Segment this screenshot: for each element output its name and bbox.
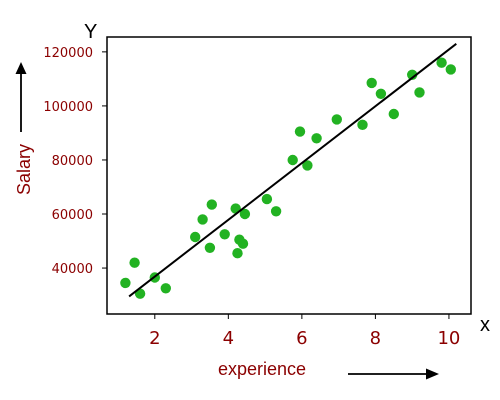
data-point: [294, 126, 306, 137]
x-tick-label: 10: [437, 328, 460, 349]
data-point: [197, 214, 208, 225]
y-tick-label: 60000: [52, 208, 93, 223]
data-point: [204, 242, 216, 253]
x-axis-arrow: [348, 368, 439, 380]
data-point: [445, 64, 456, 75]
data-point: [190, 231, 201, 243]
y-axis-arrow: [15, 62, 27, 132]
regression-line: [128, 43, 457, 298]
data-point: [287, 154, 298, 166]
data-point: [160, 283, 171, 294]
data-point: [232, 248, 243, 259]
y-tick-label: 40000: [52, 262, 93, 277]
data-point: [357, 119, 368, 130]
data-point: [237, 238, 249, 249]
data-point: [366, 77, 377, 89]
plot-frame: [106, 36, 472, 315]
data-point: [375, 88, 387, 100]
data-point: [270, 206, 282, 217]
y-tick-label: 80000: [52, 154, 93, 169]
data-point: [129, 257, 140, 268]
y-axis-title: Salary: [14, 144, 34, 195]
data-point: [120, 277, 131, 289]
x-tick-labels: 2 4 6 8 10: [149, 314, 460, 349]
data-point: [414, 87, 425, 98]
y-axis-letter: Y: [84, 21, 97, 43]
x-axis-letter: x: [480, 314, 490, 336]
data-point: [388, 108, 399, 120]
data-point: [407, 69, 418, 81]
data-points: [120, 57, 456, 299]
data-point: [239, 208, 251, 220]
data-point: [261, 193, 273, 205]
data-point: [206, 199, 217, 210]
y-tick-label: 120000: [43, 46, 93, 61]
data-point: [302, 160, 313, 171]
x-tick-label: 4: [223, 328, 234, 349]
x-tick-label: 6: [296, 328, 307, 349]
y-tick-label: 100000: [43, 100, 93, 115]
x-axis-title: experience: [218, 359, 306, 379]
x-tick-label: 2: [149, 328, 160, 349]
data-point: [219, 229, 230, 240]
y-tick-labels: 40000 60000 80000 100000 120000: [43, 46, 107, 277]
data-point: [331, 114, 342, 125]
data-point: [311, 133, 322, 144]
data-point: [436, 57, 447, 68]
x-tick-label: 8: [370, 328, 381, 349]
